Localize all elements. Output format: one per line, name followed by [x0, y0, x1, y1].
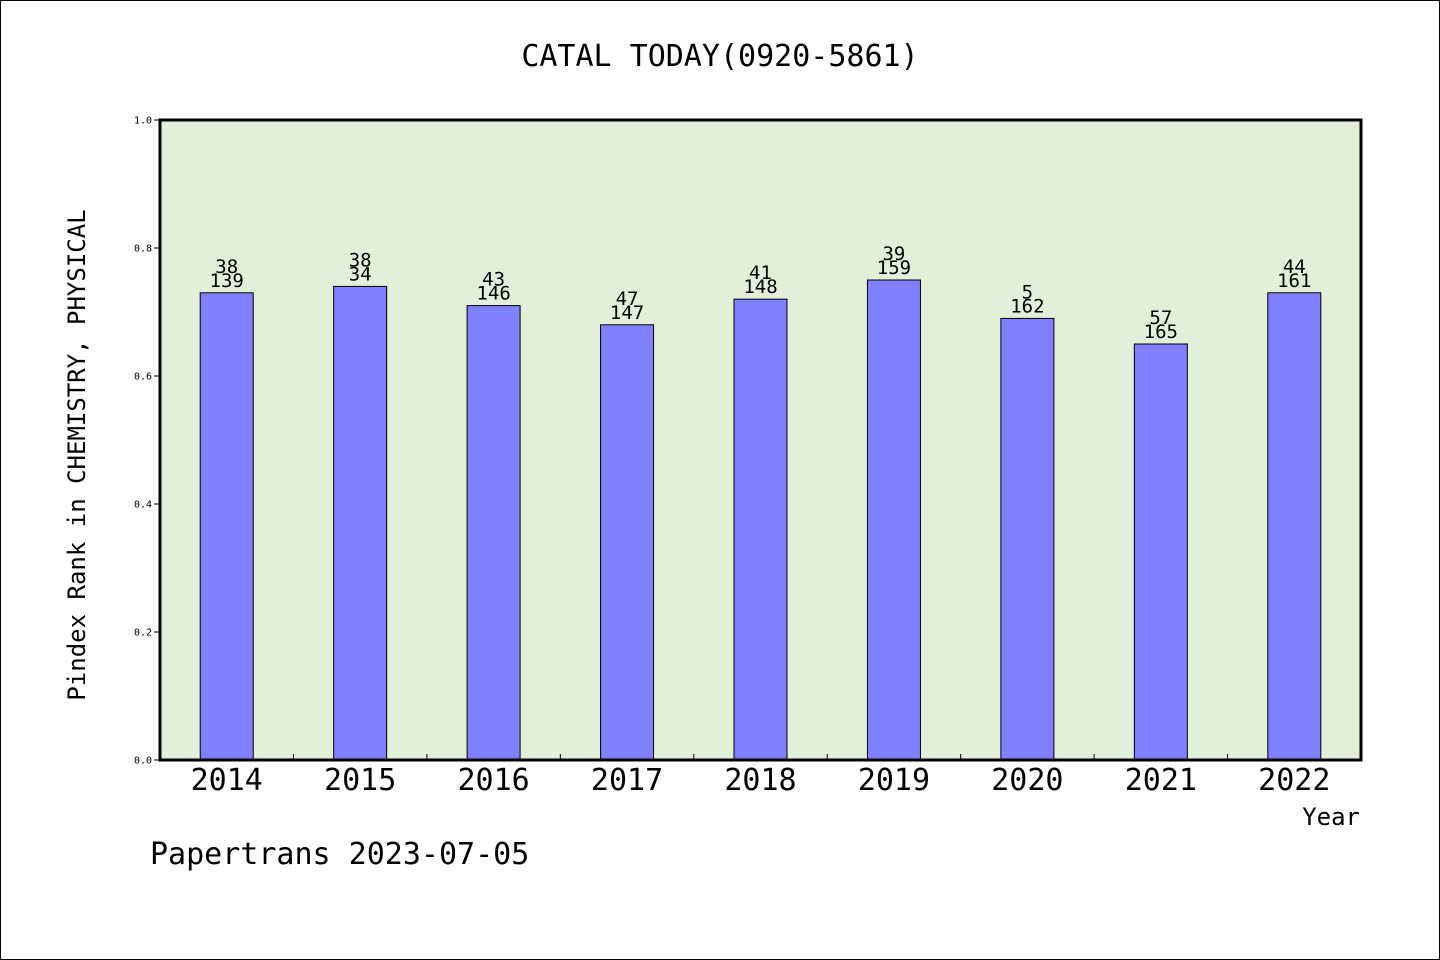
- bar-label-top: 5: [1022, 281, 1033, 303]
- bar-label-bottom: 139: [210, 270, 244, 292]
- x-tick-label: 2019: [858, 763, 930, 798]
- bar-2014: [199, 292, 254, 761]
- bar-label-top: 43: [482, 269, 505, 291]
- x-tick-label: 2022: [1258, 763, 1330, 798]
- x-tick-label: 2018: [724, 763, 796, 798]
- footer-credit: Papertrans 2023-07-05: [150, 837, 529, 872]
- bar-2016: [466, 305, 521, 761]
- x-tick-label: 2015: [324, 763, 396, 798]
- bar-2021: [1133, 343, 1188, 761]
- bars: [199, 279, 1322, 761]
- bar-label-top: 39: [882, 243, 905, 265]
- x-axis-label: Year: [1302, 803, 1360, 831]
- bar-2020: [1000, 317, 1055, 761]
- bar-2022: [1267, 292, 1322, 761]
- bar-label-bottom: 161: [1277, 270, 1311, 292]
- x-tick-label: 2016: [457, 763, 529, 798]
- bar-2019: [866, 279, 921, 761]
- y-tick-label: 0.8: [134, 244, 152, 255]
- y-tick-label: 1.0: [134, 116, 152, 127]
- bar-label-bottom: 34: [349, 263, 372, 285]
- bar-label-bottom: 162: [1010, 295, 1044, 317]
- bar-label-top: 41: [749, 262, 772, 284]
- bar-label-bottom: 147: [610, 302, 644, 324]
- bar-label-top: 44: [1283, 256, 1306, 278]
- bar-2018: [733, 298, 788, 761]
- bar-label-top: 57: [1149, 307, 1172, 329]
- bar-label-top: 38: [349, 249, 372, 271]
- x-tick-label: 2021: [1125, 763, 1197, 798]
- y-tick-label: 0.2: [134, 628, 152, 639]
- plot-border: [158, 118, 1363, 762]
- chart-title: CATAL TODAY(0920-5861): [521, 39, 918, 74]
- x-tick-label: 2014: [191, 763, 263, 798]
- bar-label-bottom: 148: [743, 276, 777, 298]
- x-tick-label: 2017: [591, 763, 663, 798]
- bar-label-bottom: 146: [476, 283, 510, 305]
- y-tick-label: 0.4: [134, 500, 152, 511]
- y-axis-label: Pindex Rank in CHEMISTRY, PHYSICAL: [63, 209, 91, 700]
- x-tick-label: 2020: [991, 763, 1063, 798]
- bar-2015: [333, 285, 388, 761]
- bar-label-top: 38: [215, 256, 238, 278]
- bar-label-top: 47: [616, 288, 639, 310]
- bar-label-bottom: 165: [1144, 321, 1178, 343]
- y-axis-ticks: 0.0 0.2 0.4 0.6 0.8 1.0: [134, 116, 160, 767]
- y-tick-label: 0.6: [134, 372, 152, 383]
- x-axis-ticks: 2014 2015 2016 2017 2018 2019 2020 2021 2022: [191, 754, 1330, 798]
- bar-label-bottom: 159: [877, 257, 911, 279]
- bar-2017: [600, 324, 655, 761]
- y-tick-label: 0.0: [134, 756, 152, 767]
